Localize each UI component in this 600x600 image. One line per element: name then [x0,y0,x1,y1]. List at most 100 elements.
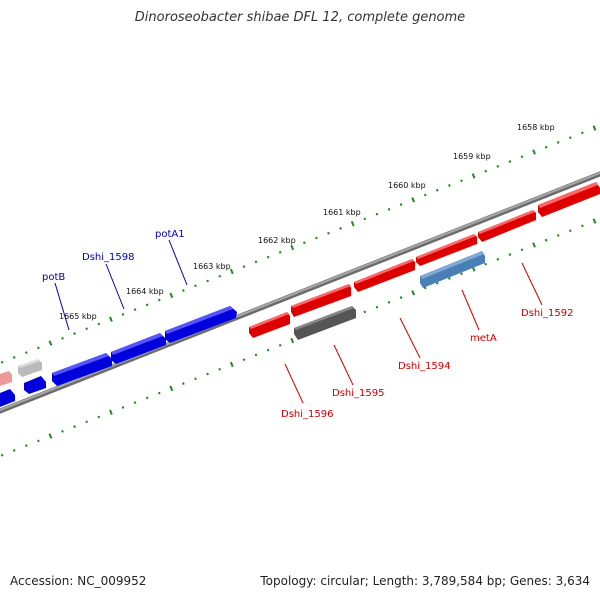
gene-arrow-dshi-1592-shine [478,210,535,234]
scale-tick-lower [435,281,439,285]
scale-tick-lower [48,433,53,439]
scale-tick-upper [218,274,222,278]
scale-tick-lower [568,229,572,233]
scale-tick-upper [339,227,342,230]
gene-arrow-reverse-b-shine [291,284,351,308]
scale-tick-upper [24,351,28,355]
scale-tick-lower [145,396,149,400]
leader-potb [54,282,70,331]
gene-arrow-potb-shine [52,353,109,376]
leader-meta [461,289,480,331]
scale-tick-upper [460,179,463,183]
scale-tick-lower [121,406,125,409]
leader-dshi-1592 [521,262,543,306]
gene-label-meta[interactable]: metA [470,333,497,344]
scale-tick-lower [484,262,488,266]
gene-label-pota1[interactable]: potA1 [155,229,185,240]
backbone-highlight [0,171,600,412]
scale-tick-lower [423,286,427,290]
scale-tick-lower [0,453,4,457]
scale-label-1661: 1661 kbp [323,208,361,217]
gene-arrow-forward-partial-left[interactable] [0,389,15,407]
gene-arrow-dshi-1595[interactable] [294,306,356,340]
scale-tick-upper [109,316,113,322]
leader-dshi-1598 [105,263,125,310]
scale-tick-upper [471,173,476,179]
scale-tick-upper [73,332,76,335]
scale-tick-lower [218,367,222,371]
scale-tick-upper [157,298,161,302]
scale-tick-upper [508,160,512,163]
scale-tick-upper [97,322,101,326]
gene-arrow-partial-right-shine [538,182,598,208]
scale-tick-lower [182,382,185,385]
gene-arrow-forward-small[interactable] [24,376,46,394]
gene-label-dshi-1592[interactable]: Dshi_1592 [521,308,573,319]
scale-tick-upper [194,284,197,288]
scale-tick-lower [496,257,500,261]
scale-tick-upper [290,244,295,251]
scale-labels: 1658 kbp 1659 kbp 1660 kbp 1661 kbp 1662… [59,123,555,321]
scale-tick-lower [206,372,209,376]
scale-tick-lower [133,401,137,405]
scale-tick-upper [121,313,125,316]
gene-label-dshi-1596[interactable]: Dshi_1596 [281,409,333,420]
scale-tick-upper [448,184,451,187]
scale-tick-upper [520,155,524,159]
gene-label-dshi-1598[interactable]: Dshi_1598 [82,252,134,263]
gene-arrow-faded-gray[interactable] [18,359,42,377]
scale-tick-upper [315,236,318,240]
leader-dshi-1594 [399,317,421,359]
scale-tick-lower [399,296,403,299]
leader-pota1 [168,239,188,286]
gene-label-dshi-1595[interactable]: Dshi_1595 [332,388,384,399]
gene-arrow-dshi-1592[interactable] [478,210,536,242]
gene-arrow-dshi-1598[interactable] [111,333,166,364]
scale-tick-lower [375,305,379,309]
scale-tick-upper [302,241,306,245]
scale-tick-lower [581,224,584,228]
scale-tick-lower [97,415,101,419]
gene-label-potb[interactable]: potB [42,272,65,283]
scale-tick-upper [242,265,246,269]
gene-arrow-dshi-1596-shine [249,312,289,329]
gene-arrow-faded-red[interactable] [0,371,12,386]
gene-arrow-meta-shine [420,251,484,279]
scale-tick-lower [85,420,89,424]
scale-label-1659: 1659 kbp [453,152,491,161]
gene-arrow-potb[interactable] [52,353,112,386]
scale-label-1665: 1665 kbp [59,312,97,321]
gene-arrow-faded-gray-shine [18,359,40,368]
scale-tick-upper [254,260,258,264]
scale-tick-lower [157,391,161,395]
gene-arrow-dshi-1595-shine [294,306,354,330]
scale-tick-upper [145,303,149,307]
scale-label-1658: 1658 kbp [517,123,555,132]
gene-arrow-dshi-1596[interactable] [249,312,290,338]
genome-title: Dinoroseobacter shibae DFL 12, complete … [134,10,466,25]
gene-arrow-reverse-a[interactable] [416,234,477,266]
gene-arrow-pota1-shine [165,306,233,334]
genome-stats-text: Topology: circular; Length: 3,789,584 bp… [260,574,590,588]
gene-arrow-meta[interactable] [420,251,485,288]
scale-tick-lower [411,290,416,296]
gene-arrow-dshi-1594[interactable] [354,259,415,292]
scale-tick-upper [484,169,488,173]
scale-tick-upper [48,340,53,346]
scale-label-1663: 1663 kbp [193,262,231,271]
gene-arrow-pota1[interactable] [165,306,237,343]
scale-tick-lower [194,377,197,381]
scale-tick-upper [169,292,174,299]
scale-tick-upper [399,203,403,206]
gene-arrow-dshi-1598-shine [111,333,163,355]
scale-tick-lower [592,218,597,224]
gene-arrow-reverse-b[interactable] [291,284,351,317]
scale-tick-lower [544,238,548,242]
leader-dshi-1596 [284,363,304,404]
scale-tick-upper [532,149,536,155]
gene-label-dshi-1594[interactable]: Dshi_1594 [398,361,450,372]
gene-arrow-partial-right[interactable] [538,182,600,217]
scale-label-1662: 1662 kbp [258,236,296,245]
